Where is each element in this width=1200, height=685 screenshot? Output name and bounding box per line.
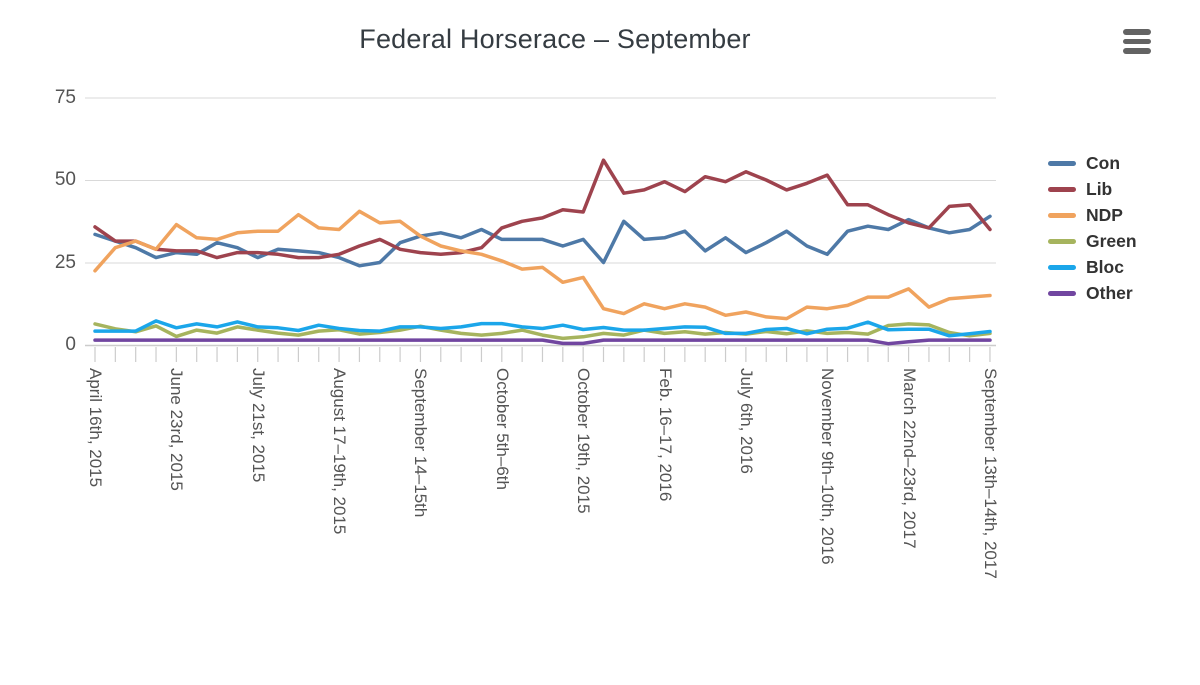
x-axis-label: July 21st, 2015 <box>248 368 268 483</box>
series-line-other[interactable] <box>93 338 992 346</box>
x-axis-label: June 23rd, 2015 <box>167 368 187 491</box>
series-line-green[interactable] <box>93 322 992 341</box>
x-axis-label: November 9th–10th, 2016 <box>818 368 838 565</box>
series-line-ndp[interactable] <box>93 209 992 321</box>
hamburger-menu-icon <box>1123 29 1151 35</box>
y-axis-label: 25 <box>54 251 76 273</box>
legend-swatch-icon <box>1048 290 1076 296</box>
legend-item-ndp[interactable]: NDP <box>1048 202 1137 228</box>
legend-label: NDP <box>1086 204 1123 225</box>
x-axis-label: September 13th–14th, 2017 <box>980 368 1000 579</box>
legend-item-bloc[interactable]: Bloc <box>1048 254 1137 280</box>
x-axis-label: October 5th–6th <box>492 368 512 490</box>
legend-item-con[interactable]: Con <box>1048 150 1137 176</box>
y-axis-label: 75 <box>54 86 76 108</box>
legend-swatch-icon <box>1048 160 1076 166</box>
chart-title: Federal Horserace – September <box>359 24 751 54</box>
x-axis-label: March 22nd–23rd, 2017 <box>899 368 919 549</box>
chart-legend: Con Lib NDP Green Bloc Other <box>1048 150 1137 306</box>
series-line-bloc[interactable] <box>93 319 992 338</box>
x-axis-label: October 19th, 2015 <box>574 368 594 514</box>
legend-item-lib[interactable]: Lib <box>1048 176 1137 202</box>
legend-item-green[interactable]: Green <box>1048 228 1137 254</box>
series-line-con[interactable] <box>93 214 992 268</box>
legend-label: Con <box>1086 152 1121 173</box>
x-axis-label: Feb. 16–17, 2016 <box>655 368 675 502</box>
hamburger-menu-icon <box>1123 38 1151 44</box>
series-line-lib[interactable] <box>93 158 992 260</box>
legend-label: Lib <box>1086 178 1113 199</box>
legend-label: Other <box>1086 282 1133 303</box>
legend-label: Green <box>1086 230 1137 251</box>
legend-swatch-icon <box>1048 264 1076 270</box>
x-axis-label: July 6th, 2016 <box>736 368 756 474</box>
y-axis-label: 0 <box>65 334 76 355</box>
chart-context-menu-button[interactable] <box>1123 29 1153 57</box>
legend-swatch-icon <box>1048 238 1076 244</box>
y-axis-label: 50 <box>54 169 76 190</box>
hamburger-menu-icon <box>1123 48 1151 54</box>
legend-item-other[interactable]: Other <box>1048 280 1137 306</box>
x-axis-label: August 17–19th, 2015 <box>330 368 350 535</box>
x-axis-label: September 14–15th <box>411 368 431 518</box>
legend-swatch-icon <box>1048 212 1076 218</box>
legend-swatch-icon <box>1048 186 1076 192</box>
legend-label: Bloc <box>1086 256 1124 277</box>
x-axis-label: April 16th, 2015 <box>86 368 105 488</box>
